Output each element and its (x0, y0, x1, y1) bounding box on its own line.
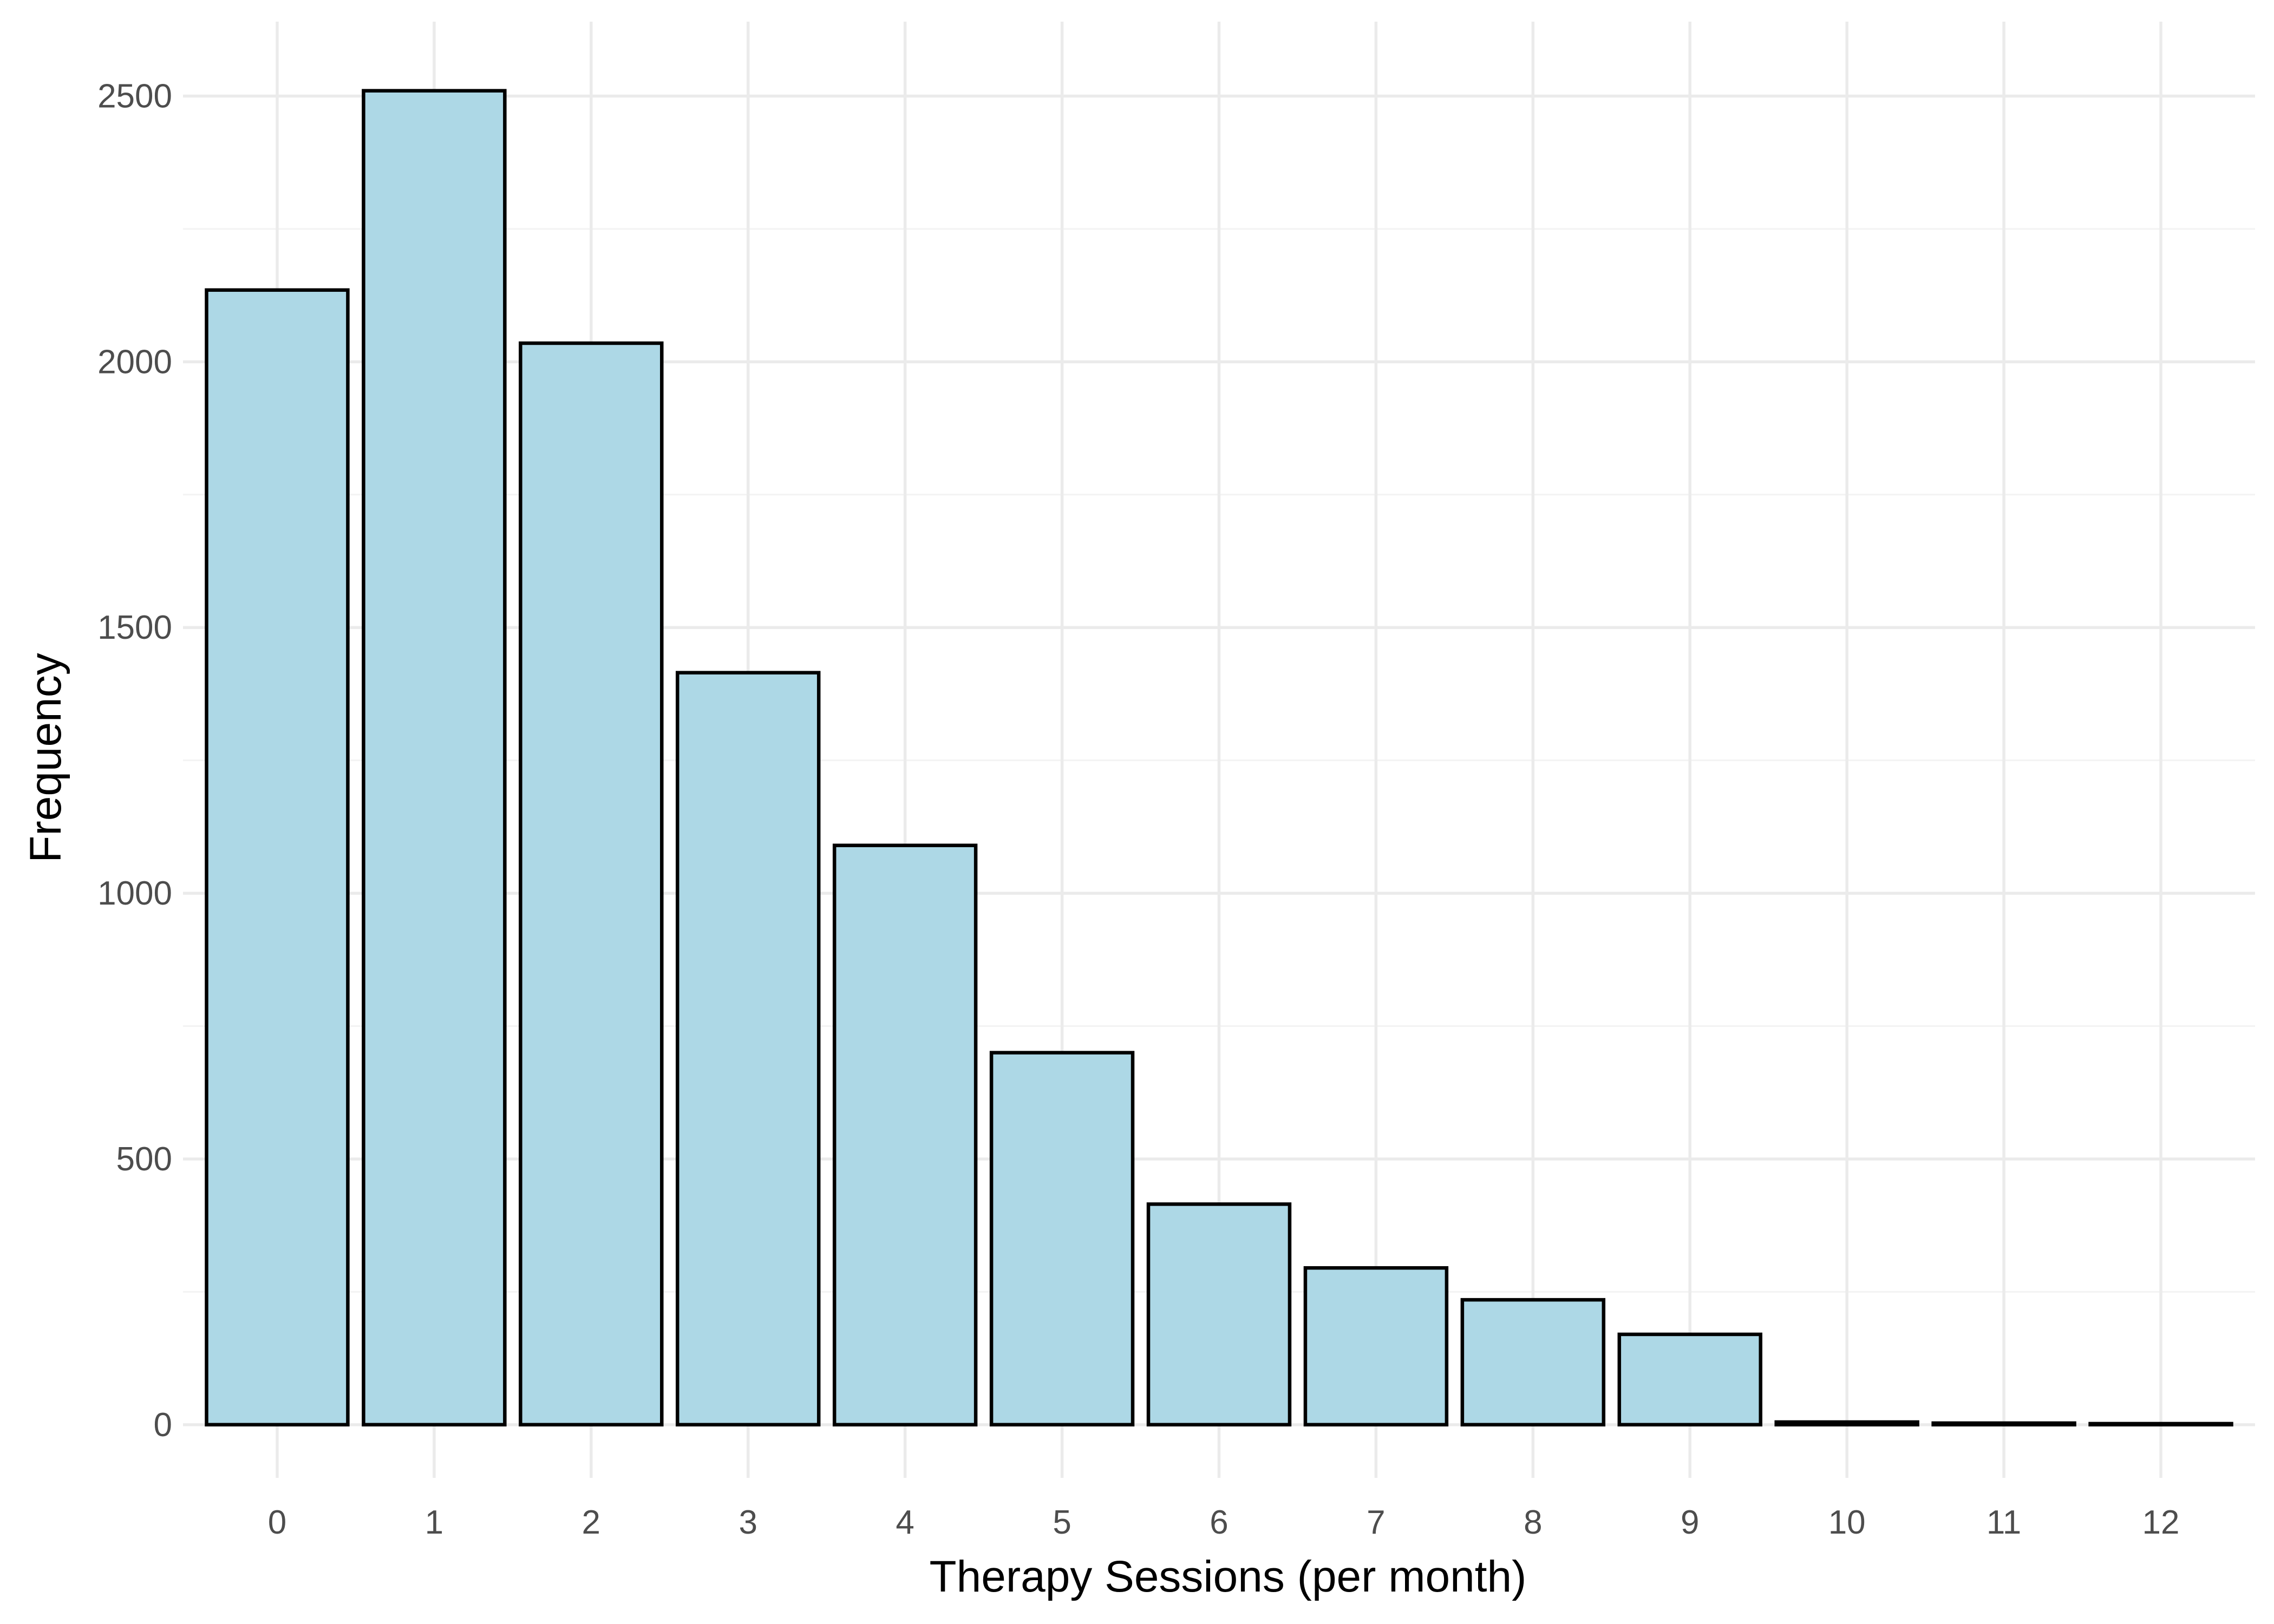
bar (1303, 1266, 1449, 1427)
bar (205, 288, 350, 1427)
y-tick-label: 0 (154, 1406, 172, 1444)
x-axis-tick-labels: 0 1 2 3 4 5 6 7 8 9 10 11 12 (268, 1504, 2180, 1541)
x-axis-title: Therapy Sessions (per month) (930, 1552, 1527, 1601)
x-tick-label: 6 (1210, 1504, 1228, 1541)
y-axis-tick-labels: 0 500 1000 1500 2000 2500 (97, 77, 172, 1443)
bar (519, 341, 664, 1427)
x-tick-label: 12 (2142, 1504, 2180, 1541)
y-axis-title: Frequency (21, 653, 70, 862)
bar-series (205, 89, 2233, 1427)
y-tick-label: 1500 (97, 609, 172, 646)
y-tick-label: 500 (116, 1141, 172, 1178)
bar (676, 671, 821, 1427)
bar (1146, 1202, 1292, 1427)
x-tick-label: 5 (1053, 1504, 1071, 1541)
y-tick-label: 1000 (97, 875, 172, 912)
x-tick-label: 4 (896, 1504, 914, 1541)
bar (1931, 1421, 2076, 1427)
bar (1774, 1420, 1919, 1427)
bar (362, 89, 507, 1427)
x-tick-label: 1 (425, 1504, 443, 1541)
x-tick-label: 3 (739, 1504, 757, 1541)
x-tick-label: 9 (1681, 1504, 1699, 1541)
x-tick-label: 0 (268, 1504, 286, 1541)
y-tick-label: 2000 (97, 343, 172, 381)
y-tick-label: 2500 (97, 77, 172, 115)
bar (989, 1051, 1135, 1427)
x-tick-label: 8 (1524, 1504, 1542, 1541)
x-tick-label: 10 (1828, 1504, 1866, 1541)
bar (2088, 1422, 2233, 1427)
bar (1460, 1298, 1606, 1427)
x-tick-label: 11 (1987, 1504, 2021, 1541)
x-tick-label: 2 (582, 1504, 600, 1541)
bar (832, 843, 978, 1427)
x-tick-label: 7 (1367, 1504, 1385, 1541)
bar (1617, 1332, 1762, 1427)
